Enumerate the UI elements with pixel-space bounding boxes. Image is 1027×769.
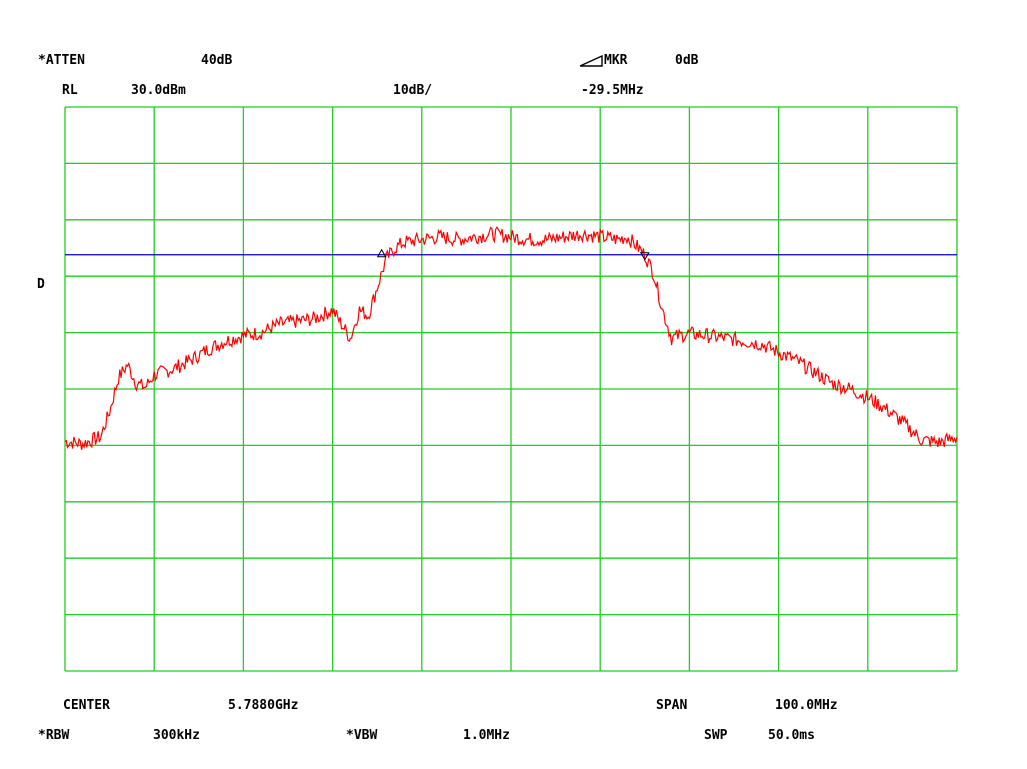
delta-marker-icon [579,55,603,67]
mkr-freq: -29.5MHz [581,83,644,98]
atten-label: *ATTEN [38,53,85,68]
span-value: 100.0MHz [775,698,838,713]
center-label: CENTER [63,698,110,713]
mkr-label: MKR [604,53,628,68]
vbw-label: *VBW [346,728,378,743]
side-marker: D [37,277,45,292]
plot-grid [64,106,958,672]
rbw-label: *RBW [38,728,70,743]
span-label: SPAN [656,698,688,713]
marker-1-icon [376,248,387,258]
rbw-value: 300kHz [153,728,200,743]
swp-value: 50.0ms [768,728,815,743]
marker-group [376,248,650,261]
scale-value: 10dB/ [393,83,433,98]
mkr-value: 0dB [675,53,699,68]
rl-label: RL [62,83,78,98]
spectrum-trace [64,226,958,450]
atten-value: 40dB [201,53,233,68]
center-value: 5.7880GHz [228,698,299,713]
marker-2-icon [639,252,650,261]
swp-label: SWP [704,728,728,743]
rl-value: 30.0dBm [131,83,186,98]
vbw-value: 1.0MHz [463,728,510,743]
